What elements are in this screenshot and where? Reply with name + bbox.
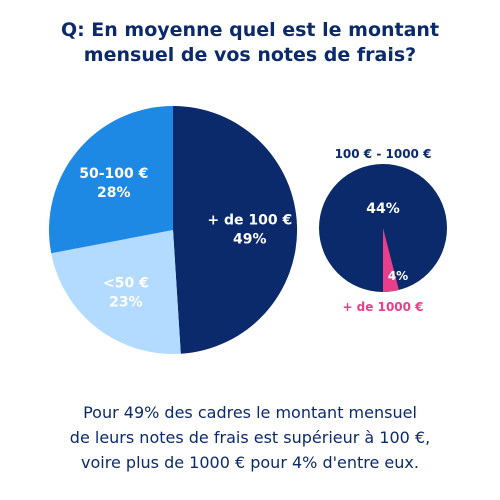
slice-category-label-2: <50 € — [103, 276, 149, 292]
pie-slice-1 — [173, 105, 298, 354]
chart-caption: Pour 49% des cadres le montant mensuel d… — [0, 400, 500, 475]
caption-line-1: Pour 49% des cadres le montant mensuel — [83, 403, 417, 422]
chart-title-line-1: Q: En moyenne quel est le montant — [60, 19, 440, 41]
small-pie-title: 100 € - 1000 € — [335, 147, 432, 161]
slice-value-label-1: 49% — [233, 232, 267, 248]
slice-category-label-1: + de 100 € — [207, 213, 292, 229]
small-pie-slice-2 — [383, 228, 399, 293]
caption-line-3: voire plus de 1000 € pour 4% d'entre eux… — [81, 453, 419, 472]
small-pie-highlight-label: + de 1000 € — [342, 300, 423, 314]
small-pie: 100 € - 1000 € 44% 4% + de 1000 € — [319, 147, 447, 314]
caption-line-2: de leurs notes de frais est supérieur à … — [69, 428, 431, 447]
slice-value-label-2: 23% — [109, 295, 143, 311]
main-pie: + de 100 € 49% <50 € 23% 50-100 € 28% — [49, 105, 298, 355]
chart-title: Q: En moyenne quel est le montant mensue… — [0, 18, 500, 68]
pie-slice-2 — [51, 230, 181, 355]
slice-category-label-3: 50-100 € — [79, 166, 148, 182]
small-pie-value-label-1: 44% — [366, 201, 400, 217]
chart-title-line-2: mensuel de vos notes de frais? — [83, 44, 417, 66]
small-pie-value-label-2: 4% — [388, 269, 408, 283]
pie-slice-3 — [49, 106, 173, 254]
slice-value-label-3: 28% — [97, 185, 131, 201]
